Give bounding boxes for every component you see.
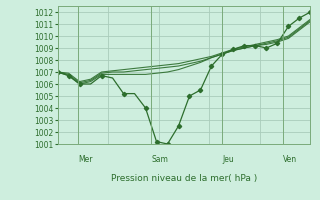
Text: Ven: Ven — [283, 155, 297, 164]
Text: Mer: Mer — [78, 155, 92, 164]
Text: Sam: Sam — [151, 155, 168, 164]
Text: Jeu: Jeu — [222, 155, 234, 164]
Text: Pression niveau de la mer( hPa ): Pression niveau de la mer( hPa ) — [111, 174, 257, 183]
